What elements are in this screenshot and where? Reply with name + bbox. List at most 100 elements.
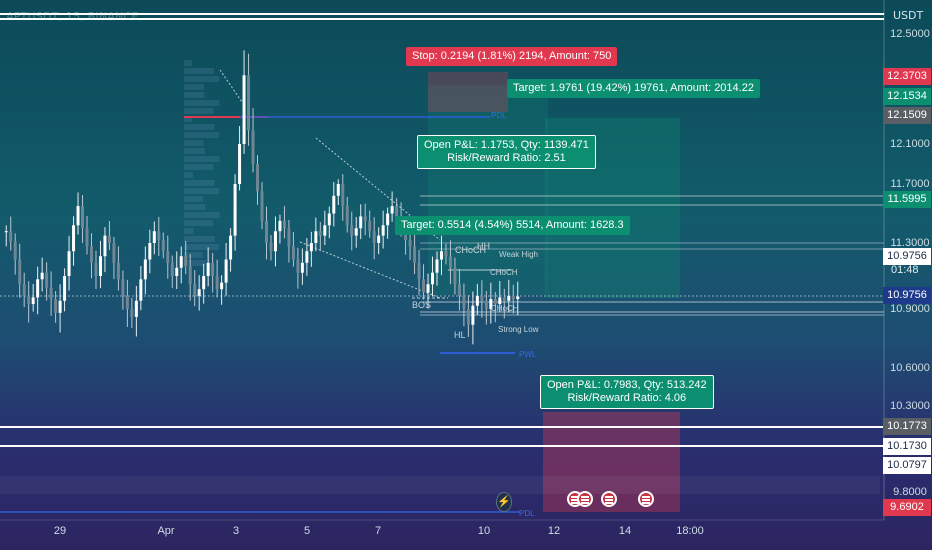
volume-profile-bar xyxy=(184,196,204,202)
candle-body xyxy=(345,206,349,226)
candle-body xyxy=(471,305,475,325)
candle-body xyxy=(377,235,381,243)
volume-profile-bar xyxy=(184,132,220,138)
y-tick-label: 10.9000 xyxy=(890,303,930,315)
us-flag-event-icon[interactable] xyxy=(638,491,654,507)
candle-body xyxy=(40,272,44,280)
candle-body xyxy=(341,184,345,207)
candle-body xyxy=(98,256,102,276)
candle-body xyxy=(363,216,367,221)
candle-body xyxy=(480,295,484,301)
candle-body xyxy=(444,251,448,257)
candle-body xyxy=(179,256,183,268)
open-pnl-label[interactable]: Open P&L: 1.1753, Qty: 1139.471 Risk/Rew… xyxy=(417,135,596,169)
choch-small-label: CHoCH xyxy=(491,304,519,313)
open-pnl-text: Open P&L: 0.7983, Qty: 513.242 xyxy=(547,379,707,391)
choch-label: CHoCH xyxy=(455,245,487,255)
volume-profile-bar xyxy=(184,140,204,146)
candle-body xyxy=(493,299,497,305)
candle-body xyxy=(296,259,300,273)
candle-body xyxy=(134,300,138,317)
candle-body xyxy=(112,243,116,263)
x-tick-label: 29 xyxy=(53,525,67,537)
risk-reward-text: Risk/Reward Ratio: 2.51 xyxy=(447,152,566,164)
candle-body xyxy=(256,164,260,192)
candle-body xyxy=(484,300,488,309)
candle-body xyxy=(242,75,246,144)
open-pnl-label[interactable]: Open P&L: 0.7983, Qty: 513.242 Risk/Rewa… xyxy=(540,375,714,409)
volume-profile-bar xyxy=(184,84,204,90)
price-tag: 11.5995 xyxy=(883,191,931,208)
candle-body xyxy=(4,231,8,233)
currency-label: USDT xyxy=(893,9,924,22)
candle-body xyxy=(143,259,147,280)
candle-body xyxy=(233,184,237,236)
candle-body xyxy=(202,276,206,290)
candle-body xyxy=(354,228,358,236)
candle-body xyxy=(215,276,219,290)
candle-body xyxy=(31,297,35,305)
candle-body xyxy=(121,279,125,296)
position-loss-zone xyxy=(428,72,508,112)
candle-body xyxy=(139,279,143,301)
candle-body xyxy=(76,206,80,226)
candle-body xyxy=(116,262,120,280)
candle-body xyxy=(152,231,156,243)
y-tick-label: 11.7000 xyxy=(890,178,930,190)
hh-label: HH xyxy=(477,241,490,251)
candle-body xyxy=(386,213,390,226)
candle-body xyxy=(368,220,372,232)
candle-body xyxy=(238,144,242,184)
candle-body xyxy=(89,246,93,263)
volume-profile-bar xyxy=(184,252,203,258)
us-flag-event-icon[interactable] xyxy=(577,491,593,507)
candle-body xyxy=(278,220,282,232)
candle-body xyxy=(511,295,515,300)
candle-body xyxy=(417,262,421,280)
candle-body xyxy=(431,272,435,285)
candle-body xyxy=(426,284,430,293)
price-tag: 12.1509 xyxy=(883,107,931,124)
target-label[interactable]: Target: 0.5514 (4.54%) 5514, Amount: 162… xyxy=(395,216,630,235)
stop-label[interactable]: Stop: 0.2194 (1.81%) 2194, Amount: 750 xyxy=(406,47,618,66)
x-tick-label: 10 xyxy=(477,525,491,537)
candle-body xyxy=(27,295,31,305)
price-tag: 9.6902 xyxy=(883,499,931,516)
candle-body xyxy=(422,279,426,293)
candle-body xyxy=(439,251,443,260)
candle-body xyxy=(381,225,385,236)
volume-profile-bar xyxy=(184,60,192,66)
volume-profile-bar xyxy=(184,244,219,250)
volume-profile-bar xyxy=(184,180,215,186)
price-tag: 10.0797 xyxy=(883,457,931,474)
lightning-event-icon[interactable]: ⚡ xyxy=(496,492,512,512)
candle-body xyxy=(247,75,251,131)
weak-high-label: Weak High xyxy=(499,250,538,259)
candle-body xyxy=(49,287,53,300)
y-tick-label: 12.1000 xyxy=(890,138,930,150)
y-tick-label: 10.6000 xyxy=(890,362,930,374)
candle-body xyxy=(18,259,22,285)
target-label[interactable]: Target: 1.9761 (19.42%) 19761, Amount: 2… xyxy=(507,79,760,98)
candle-body xyxy=(291,246,295,260)
candle-body xyxy=(63,276,67,301)
us-flag-event-icon[interactable] xyxy=(601,491,617,507)
volume-profile-bar xyxy=(184,148,205,154)
candle-body xyxy=(45,272,49,288)
candle-body xyxy=(327,213,331,226)
risk-reward-text: Risk/Reward Ratio: 4.06 xyxy=(567,392,687,404)
supply-zone xyxy=(0,476,880,494)
candle-body xyxy=(67,251,71,276)
volume-profile-bar xyxy=(184,124,215,130)
x-tick-label: 7 xyxy=(374,525,382,537)
volume-profile-bar xyxy=(184,92,205,98)
candle-body xyxy=(166,251,170,263)
candle-body xyxy=(305,251,309,263)
price-tag: 12.3703 xyxy=(883,68,931,85)
hl-label: HL xyxy=(454,330,466,340)
candle-body xyxy=(22,284,26,296)
volume-profile-bar xyxy=(184,236,215,242)
volume-profile-bar xyxy=(184,188,220,194)
